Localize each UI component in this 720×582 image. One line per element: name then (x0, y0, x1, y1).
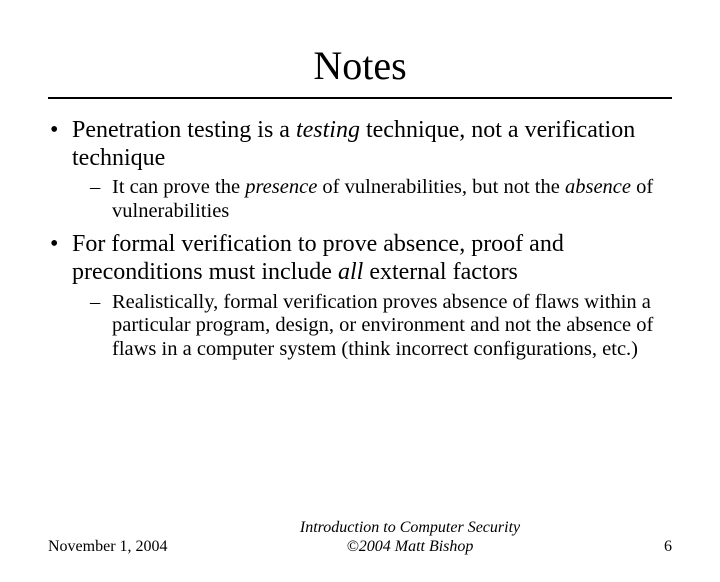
sub-bullet-text: Realistically, formal verification prove… (112, 291, 653, 360)
footer-date: November 1, 2004 (48, 538, 188, 556)
sub-bullet-list: It can prove the presence of vulnerabili… (72, 176, 672, 223)
footer-page-number: 6 (632, 538, 672, 556)
bullet-item: For formal verification to prove absence… (48, 231, 672, 361)
bullet-item: Penetration testing is a testing techniq… (48, 117, 672, 223)
slide-content: Penetration testing is a testing techniq… (48, 117, 672, 361)
slide: Notes Penetration testing is a testing t… (0, 42, 720, 582)
bullet-list: Penetration testing is a testing techniq… (48, 117, 672, 361)
footer-line1: Introduction to Computer Security (300, 519, 520, 536)
sub-bullet-text: It can prove the presence of vulnerabili… (112, 176, 653, 222)
title-rule (48, 97, 672, 99)
slide-title: Notes (0, 42, 720, 89)
sub-bullet-item: Realistically, formal verification prove… (72, 291, 672, 362)
footer-line2: ©2004 Matt Bishop (347, 538, 474, 555)
footer-source: Introduction to Computer Security ©2004 … (188, 519, 632, 556)
slide-footer: November 1, 2004 Introduction to Compute… (48, 519, 672, 556)
bullet-text: For formal verification to prove absence… (72, 231, 564, 285)
sub-bullet-item: It can prove the presence of vulnerabili… (72, 176, 672, 223)
bullet-text: Penetration testing is a testing techniq… (72, 117, 635, 171)
sub-bullet-list: Realistically, formal verification prove… (72, 291, 672, 362)
